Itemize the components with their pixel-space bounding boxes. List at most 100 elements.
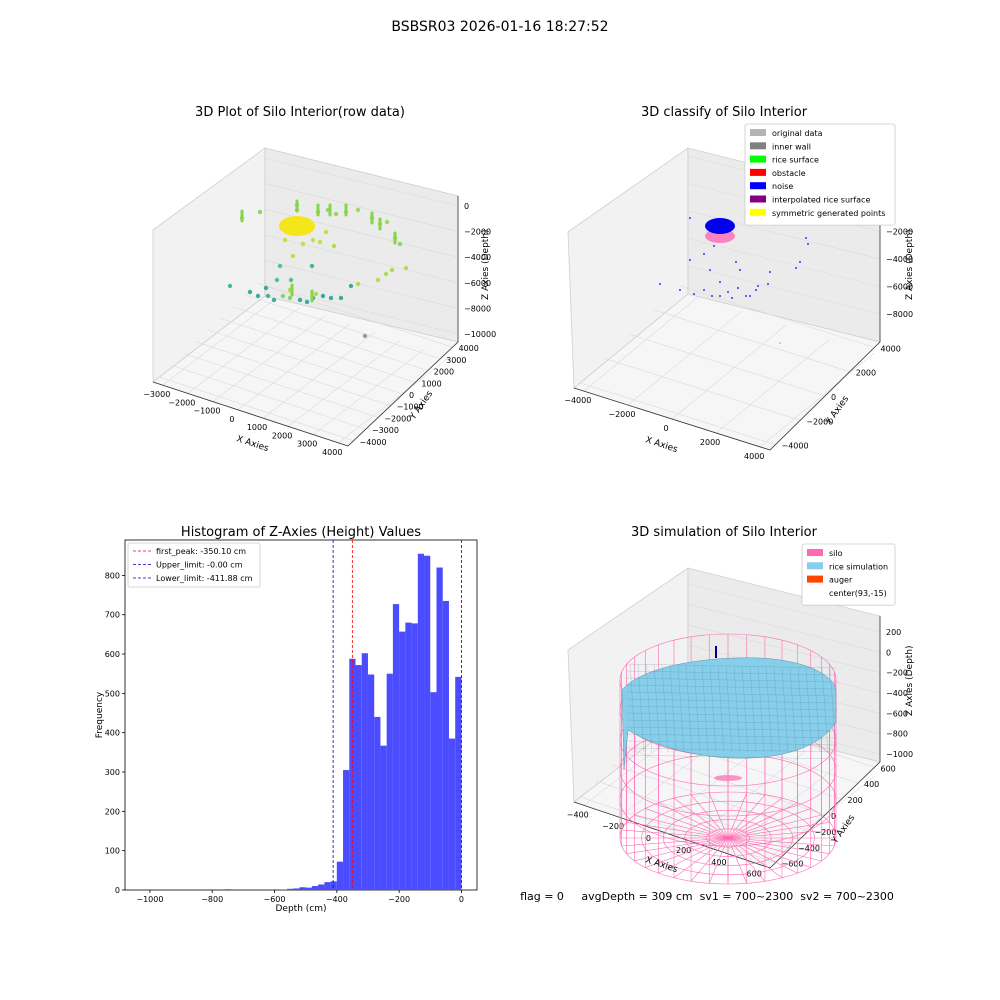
- legend-label: center(93,-15): [829, 589, 887, 598]
- ytick-label: 1000: [421, 379, 441, 388]
- hist-ytick: 700: [105, 611, 120, 620]
- raw-xlabel: X Axies: [235, 434, 270, 454]
- hist-bar: [455, 676, 462, 890]
- hist-bar: [305, 887, 312, 890]
- raw-point: [320, 293, 326, 299]
- ztick-label: −2000: [464, 228, 491, 237]
- noise-point: [689, 217, 691, 219]
- raw-point: [313, 291, 319, 297]
- ytick-label: 3000: [446, 356, 466, 365]
- legend-swatch: [807, 562, 823, 570]
- hist-xtick: 0: [459, 895, 464, 904]
- hist-bar: [343, 770, 350, 890]
- panel-classify-3d: 3D classify of Silo Interior −4000 −2000 0…: [564, 105, 915, 461]
- ytick-label: 400: [864, 780, 879, 789]
- panel-classify-title: 3D classify of Silo Interior: [641, 105, 808, 120]
- hist-ylabel: Frequency: [95, 691, 105, 738]
- raw-point: [265, 293, 271, 299]
- ztick-label: −1000: [886, 750, 913, 759]
- ztick-label: −800: [886, 730, 908, 739]
- ztick-label: −6000: [886, 283, 913, 292]
- noise-point: [739, 269, 741, 271]
- xtick-label: 600: [747, 870, 762, 879]
- raw-point: [282, 237, 288, 243]
- hist-ytick: 200: [105, 807, 120, 816]
- hist-bar: [405, 622, 412, 890]
- hist-ytick: 400: [105, 729, 120, 738]
- noise-point: [805, 237, 807, 239]
- legend-label: obstacle: [772, 169, 806, 178]
- noise-point: [757, 285, 759, 287]
- raw-point: [348, 283, 354, 289]
- figure-title: BSBSR03 2026-01-16 18:27:52: [391, 19, 608, 35]
- xtick-label: −400: [567, 810, 589, 819]
- raw-point: [274, 277, 280, 283]
- raw-point: [271, 297, 277, 303]
- hist-title: Histogram of Z-Axies (Height) Values: [181, 525, 421, 540]
- ztick-label: −600: [886, 709, 908, 718]
- ytick-label: −600: [782, 860, 804, 869]
- raw-point: [338, 295, 344, 301]
- hist-bar: [349, 658, 356, 890]
- noise-point: [693, 293, 695, 295]
- noise-point: [795, 267, 797, 269]
- noise-cluster: [705, 218, 735, 234]
- ytick-label: 0: [409, 391, 414, 400]
- original-point: [779, 342, 781, 344]
- noise-point: [719, 281, 721, 283]
- noise-point: [703, 253, 705, 255]
- xtick-label: 2000: [700, 438, 720, 447]
- raw-point: [290, 253, 296, 259]
- raw-point: [389, 267, 395, 273]
- hist-xtick: −600: [264, 895, 286, 904]
- hist-xtick: −400: [326, 895, 348, 904]
- hist-bar: [417, 553, 425, 890]
- ytick-label: −1000: [397, 403, 424, 412]
- xtick-label: 4000: [744, 452, 764, 461]
- raw-point: [355, 207, 361, 213]
- sim-legend: silo rice simulation auger center(93,-15): [801, 543, 896, 606]
- xtick-label: −2000: [608, 410, 635, 419]
- raw-point: [362, 333, 368, 339]
- hist-vlines: [332, 540, 462, 890]
- ztick-label: −2000: [886, 228, 913, 237]
- hist-bar: [448, 738, 456, 890]
- ytick-label: 0: [831, 393, 836, 402]
- xtick-label: 1000: [247, 423, 267, 432]
- xtick-label: 0: [663, 424, 668, 433]
- hist-ytick: 600: [105, 650, 120, 659]
- classify-ylabel: Y Axies: [824, 394, 852, 427]
- raw-point: [384, 219, 390, 225]
- legend-label: symmetric generated points: [772, 209, 885, 218]
- noise-point: [745, 295, 747, 297]
- ytick-label: −4000: [782, 442, 809, 451]
- ztick-label: −8000: [886, 310, 913, 319]
- hist-bars: [224, 553, 462, 890]
- hist-bar: [324, 882, 331, 890]
- hist-legend: first_peak: -350.10 cm Upper_limit: -0.00…: [127, 542, 261, 588]
- legend-label: silo: [829, 549, 843, 558]
- hist-bar: [392, 604, 400, 890]
- status-footer: flag = 0 avgDepth = 309 cm sv1 = 700~230…: [520, 890, 894, 903]
- raw-point: [397, 241, 403, 247]
- ytick-label: 2000: [434, 368, 454, 377]
- raw-point: [317, 239, 323, 245]
- hist-bar: [380, 745, 387, 890]
- noise-point: [735, 261, 737, 263]
- ytick-label: −400: [798, 844, 820, 853]
- legend-label: original data: [772, 129, 823, 138]
- hist-bar: [411, 623, 418, 890]
- hist-bar: [374, 716, 381, 890]
- panel-raw-3d: 3D Plot of Silo Interior(row data) −3000…: [143, 105, 496, 457]
- hist-legend-label: first_peak: -350.10 cm: [156, 547, 246, 556]
- hist-bar: [436, 567, 443, 890]
- xtick-label: −3000: [143, 390, 170, 399]
- raw-point: [333, 211, 339, 217]
- raw-point: [300, 241, 306, 247]
- hist-xtick: −800: [201, 895, 223, 904]
- hist-bar: [224, 889, 231, 890]
- raw-point: [323, 229, 329, 235]
- legend-label: inner wall: [772, 142, 811, 151]
- noise-point: [713, 245, 715, 247]
